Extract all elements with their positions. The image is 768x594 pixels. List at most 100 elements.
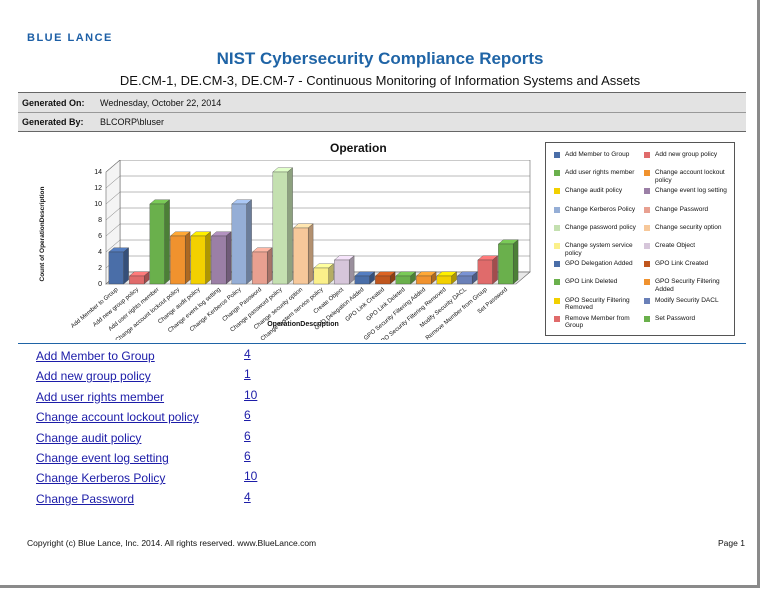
legend-swatch <box>644 188 650 195</box>
bar <box>334 259 350 285</box>
legend-entry: Change system service policy <box>565 242 633 257</box>
y-tick-label: 10 <box>94 201 102 208</box>
chart-title: Operation <box>330 141 387 155</box>
footer-page-number: Page 1 <box>718 538 745 548</box>
legend-entry: GPO Security Filtering Added <box>655 278 720 293</box>
legend-entry: GPO Link Deleted <box>565 278 618 286</box>
bar-side <box>164 199 170 285</box>
legend-entry: Change Password <box>655 205 709 213</box>
bar <box>457 275 473 285</box>
legend-swatch <box>554 206 560 213</box>
bar <box>190 235 206 285</box>
legend-swatch <box>554 188 560 195</box>
y-tick-label: 12 <box>94 185 102 192</box>
bar <box>416 275 432 285</box>
generated-by-label: Generated By: <box>22 117 84 127</box>
bar <box>149 203 165 285</box>
operation-count-link[interactable]: 4 <box>244 347 251 361</box>
generated-by-row: Generated By: BLCORP\bluser <box>18 112 746 130</box>
bar <box>375 275 391 285</box>
legend-entry: GPO Delegation Added <box>565 260 633 268</box>
y-tick-label: 6 <box>98 233 102 240</box>
operation-count-link[interactable]: 6 <box>244 449 251 463</box>
y-axis-label: Count of OperationDescription <box>39 186 46 281</box>
legend-entry: GPO Security Filtering Removed <box>565 296 630 312</box>
gridline <box>105 207 530 221</box>
generated-on-row: Generated On: Wednesday, October 22, 201… <box>18 93 746 111</box>
chart-legend: Add Member to Group Add new group policy A… <box>545 142 735 336</box>
report-title: NIST Cybersecurity Compliance Reports <box>216 49 544 68</box>
bar <box>436 275 452 285</box>
bar <box>129 275 145 285</box>
legend-swatch <box>644 170 650 177</box>
bar <box>252 251 268 285</box>
legend-swatch <box>644 261 650 268</box>
operation-link[interactable]: Change event log setting <box>36 451 169 465</box>
operation-link[interactable]: Change Password <box>36 491 135 506</box>
bar-side <box>492 255 498 285</box>
operation-count-link[interactable]: 10 <box>244 387 258 402</box>
operation-link[interactable]: Add Member to Group <box>36 349 155 363</box>
blue-lance-logo: BLUE LANCE <box>27 32 113 44</box>
gridline <box>105 175 530 189</box>
generated-on-value: Wednesday, October 22, 2014 <box>100 98 222 108</box>
report-page: BLUE LANCE NIST Cybersecurity Compliance… <box>0 0 760 588</box>
bar-side <box>348 255 355 285</box>
bar <box>477 259 493 285</box>
legend-entry: Add Member to Group <box>565 151 630 158</box>
section-divider <box>18 343 746 344</box>
bar <box>313 267 329 285</box>
legend-entry: Remove Member from Group <box>565 314 630 330</box>
gridline <box>105 160 530 173</box>
legend-entry: Change account lockout policy <box>655 169 725 184</box>
gridline <box>105 239 530 253</box>
y-tick-label: 0 <box>98 281 102 288</box>
operation-row: Change audit policy 6 <box>36 429 251 445</box>
operation-link[interactable]: Add user rights member <box>36 389 165 404</box>
legend-entry: Add new group policy <box>655 151 718 158</box>
bar <box>395 275 411 285</box>
operation-row: Change event log setting 6 <box>36 449 251 465</box>
x-axis-label: OperationDescription <box>267 321 339 328</box>
operation-count-link[interactable]: 4 <box>244 489 251 504</box>
operation-count-link[interactable]: 10 <box>244 469 258 484</box>
bar-side <box>205 231 211 285</box>
operation-link[interactable]: Change Kerberos Policy <box>36 471 166 486</box>
operation-link[interactable]: Change account lockout policy <box>36 410 199 425</box>
legend-entry: Change password policy <box>565 223 636 231</box>
operation-count-link[interactable]: 6 <box>244 408 251 423</box>
generated-on-label: Generated On: <box>22 98 85 108</box>
bar <box>498 243 514 285</box>
legend-swatch <box>644 297 650 304</box>
legend-entry: Set Password <box>655 314 696 322</box>
bar-side <box>307 223 314 285</box>
legend-swatch <box>554 224 560 231</box>
bar-side <box>184 231 191 285</box>
operation-row: Change Kerberos Policy 10 <box>36 469 257 486</box>
y-tick-label: 8 <box>98 217 102 224</box>
y-tick-label: 2 <box>98 265 102 272</box>
meta-divider <box>18 112 746 113</box>
operation-row: Add user rights member 10 <box>36 388 257 404</box>
bar <box>293 227 309 285</box>
operation-count-link[interactable]: 6 <box>244 428 251 443</box>
legend-entry: Change event log setting <box>655 187 727 195</box>
bar-side <box>225 231 232 285</box>
operation-link[interactable]: Change audit policy <box>36 430 142 445</box>
operation-row: Change Password 4 <box>36 490 251 506</box>
y-tick-label: 14 <box>94 169 102 176</box>
operation-link[interactable]: Add new group policy <box>36 369 151 384</box>
legend-entry: Change audit policy <box>565 187 623 195</box>
bar-side <box>287 167 293 285</box>
legend-entry: Change Kerberos Policy <box>565 205 636 213</box>
legend-entry: GPO Link Created <box>655 260 709 268</box>
bar-side <box>512 239 519 285</box>
bar-side <box>123 247 129 285</box>
operation-row: Change account lockout policy 6 <box>36 408 251 425</box>
legend-swatch <box>644 152 650 158</box>
operation-count-link[interactable]: 1 <box>244 367 251 382</box>
legend-swatch <box>644 224 650 231</box>
bar-side <box>266 247 273 285</box>
footer-copyright: Copyright (c) Blue Lance, Inc. 2014. All… <box>27 538 317 548</box>
report-subtitle: DE.CM-1, DE.CM-3, DE.CM-7 - Continuous M… <box>119 73 641 88</box>
